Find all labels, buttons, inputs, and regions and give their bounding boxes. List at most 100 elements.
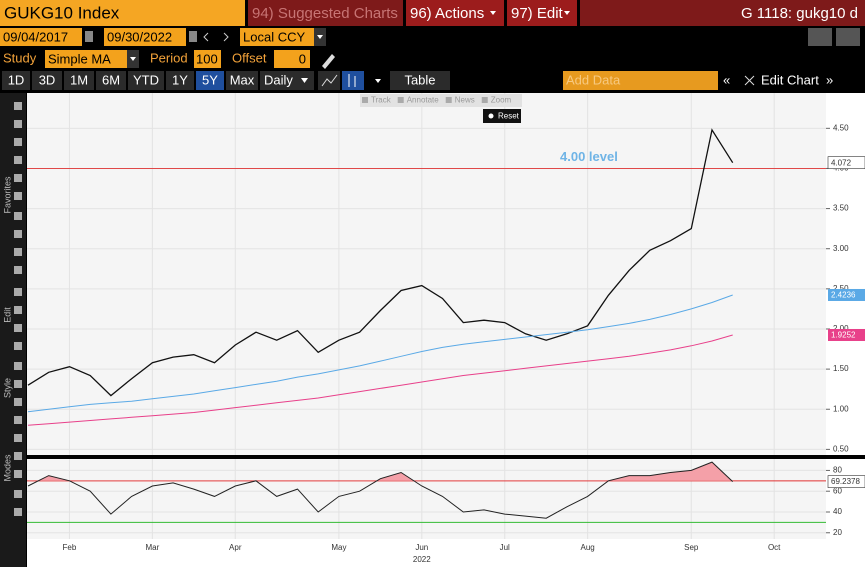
last-value-label: 4.072	[831, 158, 852, 167]
y-tick-label: 20	[833, 528, 842, 537]
study-field[interactable]	[45, 50, 127, 68]
y-tick-label: 1.00	[833, 404, 849, 413]
collapse-icon[interactable]: «	[723, 72, 730, 87]
start-date: 09/04/2017	[3, 29, 68, 44]
tool-icon[interactable]	[14, 288, 22, 296]
tool-icon[interactable]	[14, 212, 22, 220]
tool-icon[interactable]	[14, 138, 22, 146]
tool-icon[interactable]	[14, 380, 22, 388]
suggested: 94) Suggested Charts	[252, 5, 398, 22]
period-label: 5Y	[202, 72, 218, 87]
side-label: Modes	[2, 454, 12, 482]
reset-button[interactable]	[483, 109, 521, 123]
period-label: 1Y	[172, 72, 188, 87]
chart-tool[interactable]: News	[455, 96, 475, 105]
chart-tool[interactable]: Zoom	[491, 96, 512, 105]
tool-icon[interactable]	[14, 490, 22, 498]
edit-chart[interactable]: Edit Chart	[761, 72, 819, 87]
tool-icon[interactable]	[14, 416, 22, 424]
period-button[interactable]	[64, 71, 94, 90]
period-label: 1D	[8, 72, 25, 87]
plot: 0.501.001.502.002.503.003.504.004.504.00…	[27, 93, 865, 564]
tool-icon[interactable]	[14, 120, 22, 128]
pen-icon[interactable]	[322, 54, 335, 69]
tool-icon[interactable]	[14, 508, 22, 516]
tool-icon[interactable]	[14, 342, 22, 350]
side-label: Edit	[2, 307, 12, 323]
ticker-field[interactable]	[0, 0, 245, 26]
last-value-box	[827, 475, 865, 488]
tool-icon[interactable]	[14, 452, 22, 460]
side-labels: Favorites Edit Style Modes	[2, 176, 12, 482]
tool-icon[interactable]	[14, 362, 22, 370]
bar-icon-button[interactable]	[342, 71, 364, 90]
end-date: 09/30/2022	[107, 29, 172, 44]
edit-button[interactable]	[507, 0, 577, 26]
last-value-box	[827, 156, 865, 169]
dropdown-icon	[564, 11, 570, 15]
period-label: 6M	[102, 72, 120, 87]
y-tick-label: 4.50	[833, 123, 849, 132]
period-button[interactable]	[96, 71, 126, 90]
command-code: G 1118: gukg10 d	[741, 5, 858, 22]
period-button[interactable]	[128, 71, 164, 90]
tools-icon[interactable]	[744, 75, 755, 86]
tool-icon[interactable]	[14, 102, 22, 110]
tool-icon[interactable]	[14, 266, 22, 274]
undo-button[interactable]	[808, 28, 832, 46]
code-bar	[580, 0, 865, 26]
end-date-field[interactable]	[104, 28, 186, 46]
tool-icon[interactable]	[14, 470, 22, 478]
period-button[interactable]	[32, 71, 62, 90]
period-field[interactable]	[194, 50, 221, 68]
calendar-icon[interactable]	[189, 31, 197, 42]
period-button[interactable]	[166, 71, 194, 90]
y-tick-label: 0.50	[833, 444, 849, 453]
series-line	[27, 334, 733, 426]
tool-icon[interactable]	[14, 434, 22, 442]
y-tick-label: 2.00	[833, 324, 849, 333]
reset-icon	[488, 113, 494, 119]
tool-icon[interactable]	[14, 248, 22, 256]
tool-icon[interactable]	[14, 156, 22, 164]
add-data-field[interactable]	[563, 71, 718, 90]
calendar-icon[interactable]	[85, 31, 93, 42]
period-label: 3D	[39, 72, 56, 87]
tool-icon[interactable]	[14, 324, 22, 332]
frequency-button[interactable]	[260, 71, 314, 90]
overbought-fill	[28, 462, 733, 481]
prev-icon[interactable]	[203, 32, 209, 42]
study-name: Simple MA	[48, 51, 111, 66]
tool-icon[interactable]	[14, 174, 22, 182]
tool-icon[interactable]	[445, 97, 452, 103]
redo-button[interactable]	[836, 28, 860, 46]
period-button[interactable]	[226, 71, 258, 90]
start-date-field[interactable]	[0, 28, 82, 46]
tool-icon[interactable]	[14, 192, 22, 200]
period-button[interactable]	[196, 71, 224, 90]
offset-field[interactable]	[274, 50, 310, 68]
currency-field[interactable]	[240, 28, 314, 46]
side-label: Style	[2, 378, 12, 398]
x-tick-label: Oct	[768, 543, 781, 552]
period-button[interactable]	[2, 71, 30, 90]
frequency: Daily	[264, 72, 293, 87]
tool-icon[interactable]	[481, 97, 488, 103]
actions-button[interactable]	[406, 0, 504, 26]
study-label: Study	[3, 50, 37, 65]
suggested-button[interactable]	[248, 0, 403, 26]
tool-icon[interactable]	[14, 398, 22, 406]
table: Table	[404, 72, 435, 87]
tool-icon[interactable]	[14, 306, 22, 314]
chart-tool[interactable]: Track	[371, 96, 392, 105]
next-icon[interactable]	[223, 32, 229, 42]
chart-tool[interactable]: Annotate	[407, 96, 440, 105]
table-button[interactable]	[390, 71, 450, 90]
last-value-label: 69.2378	[831, 477, 860, 486]
x-tick-label: Sep	[684, 543, 699, 552]
collapse-right-icon[interactable]: »	[826, 72, 833, 87]
tool-icon[interactable]	[14, 230, 22, 238]
tool-icon[interactable]	[362, 97, 368, 103]
x-tick-label: Aug	[581, 543, 595, 552]
tool-icon[interactable]	[397, 97, 404, 103]
